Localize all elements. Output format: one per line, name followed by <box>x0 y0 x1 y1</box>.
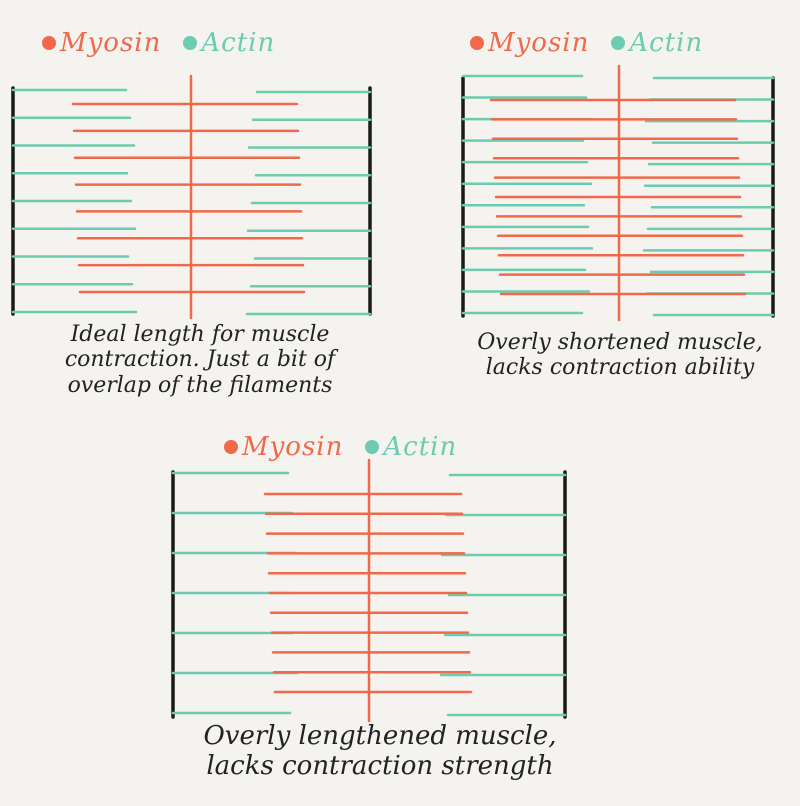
caption-line: lacks contraction strength <box>206 750 554 781</box>
actin-dot-icon <box>183 36 198 50</box>
legend-item-myosin: Myosin <box>470 28 589 58</box>
legend-item-actin: Actin <box>611 28 703 58</box>
caption-line: lacks contraction ability <box>485 355 755 381</box>
caption-line: Overly lengthened muscle, <box>203 721 557 751</box>
myosin-dot-icon <box>470 36 484 50</box>
caption-shortened: Overly shortened muscle, lacks contracti… <box>460 330 780 381</box>
legend-lengthened: Myosin Actin <box>224 432 479 462</box>
legend-ideal: Myosin Actin <box>42 28 297 58</box>
myosin-dot-icon <box>224 440 238 454</box>
myosin-dot-icon <box>42 36 56 50</box>
legend-label-myosin: Myosin <box>488 28 590 58</box>
caption-line: Overly shortened muscle, <box>477 330 763 355</box>
legend-item-actin: Actin <box>183 28 275 58</box>
legend-item-actin: Actin <box>365 432 457 462</box>
caption-line: overlap of the filaments <box>67 372 333 398</box>
legend-label-actin: Actin <box>629 28 704 58</box>
legend-label-myosin: Myosin <box>60 28 162 58</box>
caption-line: contraction. Just a bit of <box>64 347 336 373</box>
caption-line: Ideal length for muscle <box>70 322 330 347</box>
caption-ideal: Ideal length for muscle contraction. Jus… <box>20 322 380 398</box>
actin-dot-icon <box>365 440 380 454</box>
legend-label-actin: Actin <box>383 432 458 462</box>
legend-item-myosin: Myosin <box>42 28 161 58</box>
actin-dot-icon <box>611 36 626 50</box>
legend-shortened: Myosin Actin <box>470 28 725 58</box>
legend-item-myosin: Myosin <box>224 432 343 462</box>
caption-lengthened: Overly lengthened muscle, lacks contract… <box>180 721 580 782</box>
legend-label-myosin: Myosin <box>242 432 344 462</box>
legend-label-actin: Actin <box>201 28 276 58</box>
